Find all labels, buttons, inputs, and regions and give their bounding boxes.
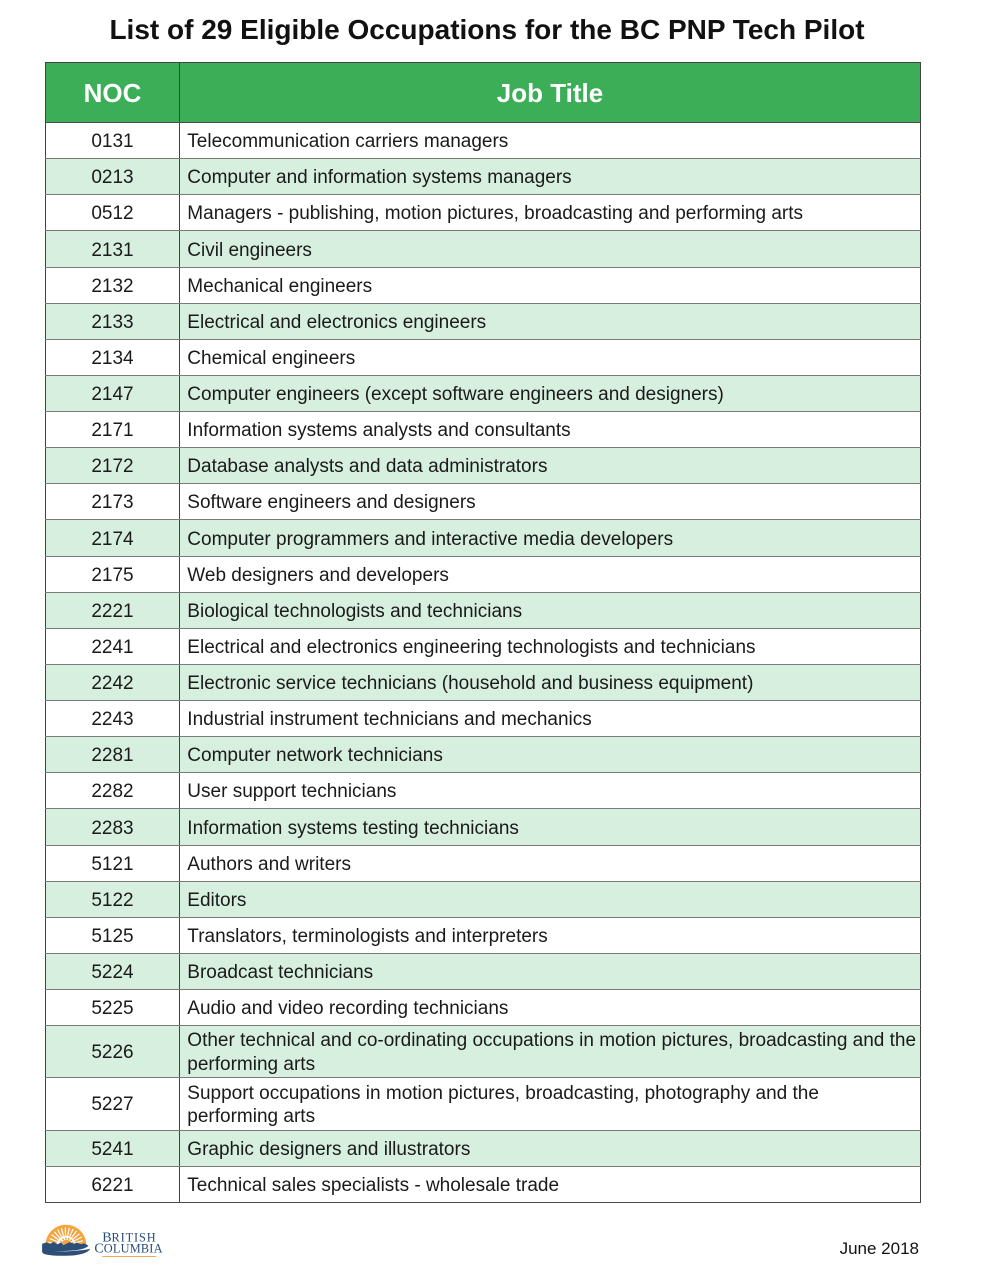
svg-text:COLUMBIA: COLUMBIA	[94, 1241, 162, 1256]
svg-text:BRITISH: BRITISH	[102, 1230, 156, 1245]
